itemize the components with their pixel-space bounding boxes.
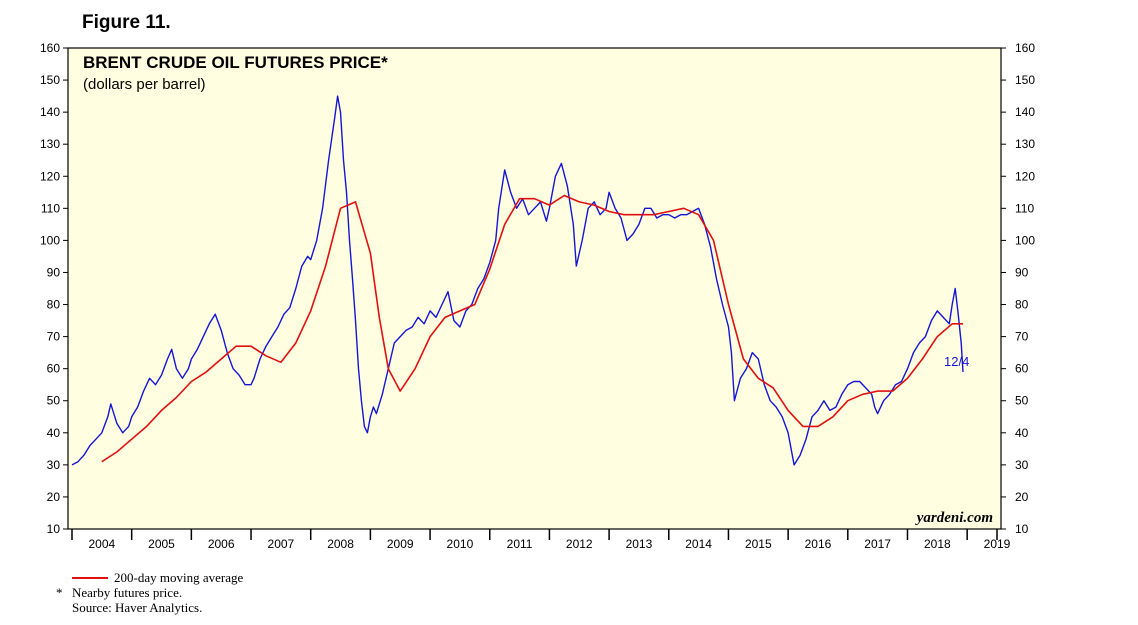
y-axes: 10 10 20 20 30 30 40 40 50 50 60 60 70 70 80 80 90 90 100 1…	[40, 41, 1035, 536]
y-tick-label-left: 50	[47, 394, 61, 408]
y-tick-label-right: 60	[1015, 362, 1029, 376]
chart-title: BRENT CRUDE OIL FUTURES PRICE*	[83, 53, 388, 72]
end-value-label: 12/4	[944, 354, 969, 369]
y-tick-label-right: 70	[1015, 330, 1029, 344]
y-tick-label-right: 40	[1015, 426, 1029, 440]
y-tick-label-right: 150	[1015, 73, 1035, 87]
note-star: *	[56, 585, 63, 600]
watermark: yardeni.com	[915, 510, 993, 526]
x-tick-label: 2015	[745, 537, 772, 551]
x-tick-label: 2006	[208, 537, 235, 551]
y-tick-label-left: 70	[47, 330, 61, 344]
y-tick-label-right: 100	[1015, 233, 1035, 247]
note-source: Source: Haver Analytics.	[72, 600, 203, 615]
y-tick-label-left: 120	[40, 169, 60, 183]
y-tick-label-left: 60	[47, 362, 61, 376]
y-tick-label-right: 50	[1015, 394, 1029, 408]
x-tick-label: 2004	[88, 537, 115, 551]
x-tick-label: 2008	[327, 537, 354, 551]
y-tick-label-left: 40	[47, 426, 61, 440]
y-tick-label-left: 10	[47, 522, 61, 536]
plot-background	[68, 48, 1001, 529]
x-tick-label: 2005	[148, 537, 175, 551]
legend-label-ma: 200-day moving average	[114, 570, 244, 585]
y-tick-label-right: 160	[1015, 41, 1035, 55]
series-line-moving-average	[101, 194, 963, 463]
y-tick-label-right: 110	[1015, 201, 1034, 215]
series-layer	[71, 95, 964, 466]
figure-label: Figure 11.	[82, 12, 171, 33]
y-tick-label-left: 30	[47, 458, 61, 472]
y-tick-label-right: 130	[1015, 137, 1035, 151]
series-line-price	[71, 95, 964, 466]
y-tick-label-right: 140	[1015, 105, 1035, 119]
y-tick-label-left: 140	[40, 105, 60, 119]
x-tick-label: 2017	[864, 537, 891, 551]
y-tick-label-left: 100	[40, 233, 60, 247]
note-nearby: Nearby futures price.	[72, 585, 183, 600]
y-tick-label-right: 120	[1015, 169, 1035, 183]
x-tick-label: 2014	[685, 537, 712, 551]
x-tick-label: 2018	[924, 537, 951, 551]
y-tick-label-left: 150	[40, 73, 60, 87]
x-tick-label: 2016	[805, 537, 832, 551]
y-tick-label-right: 30	[1015, 458, 1029, 472]
y-tick-label-left: 90	[47, 265, 61, 279]
y-tick-label-left: 20	[47, 490, 61, 504]
y-tick-label-right: 20	[1015, 490, 1029, 504]
x-tick-label: 2012	[566, 537, 593, 551]
y-tick-label-left: 160	[40, 41, 60, 55]
y-tick-label-right: 90	[1015, 265, 1029, 279]
chart: 10 10 20 20 30 30 40 40 50 50 60 60 70 70 80 80 90 90 100 1…	[40, 41, 1035, 551]
x-tick-label: 2011	[507, 537, 533, 551]
y-tick-label-left: 130	[40, 137, 60, 151]
y-tick-label-left: 80	[47, 298, 61, 312]
x-tick-label: 2010	[447, 537, 474, 551]
x-axis: 2004 2005 2006 2007 2008 2009 2010 2011 2012 2013…	[71, 529, 1011, 551]
x-tick-label: 2019	[984, 537, 1011, 551]
plot-frame	[67, 47, 1002, 530]
chart-subtitle: (dollars per barrel)	[83, 76, 206, 93]
x-tick-label: 2007	[268, 537, 295, 551]
y-tick-label-left: 110	[41, 201, 60, 215]
y-tick-label-right: 10	[1015, 522, 1029, 536]
legend-swatch-ma	[72, 577, 108, 579]
y-tick-label-right: 80	[1015, 298, 1029, 312]
x-tick-label: 2009	[387, 537, 414, 551]
x-tick-label: 2013	[626, 537, 653, 551]
